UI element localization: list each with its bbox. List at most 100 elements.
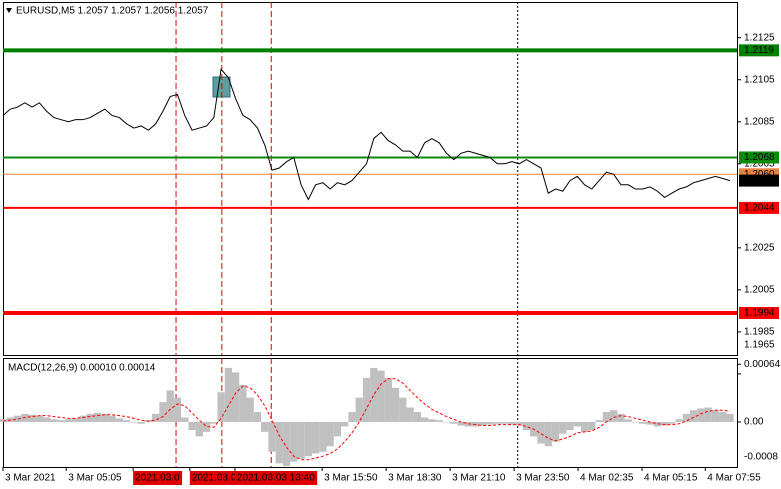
macd-panel-frame: [3, 358, 738, 468]
macd-bar: [195, 421, 203, 437]
macd-bar: [224, 367, 233, 422]
macd-bar: [50, 419, 58, 422]
macd-bar: [486, 421, 494, 425]
y-tick-label: 1.2065: [744, 158, 775, 169]
macd-bar: [202, 421, 211, 432]
macd-bar: [217, 392, 225, 422]
level-label: 1.2119: [744, 45, 774, 56]
y-tick-label: 1.2085: [744, 116, 775, 127]
macd-bar: [232, 372, 240, 422]
macd-bar: [719, 412, 727, 422]
macd-bar: [391, 387, 400, 422]
x-tick-highlight: [189, 471, 245, 485]
macd-bar: [646, 421, 654, 425]
main-panel-frame: [3, 2, 738, 356]
macd-bar: [631, 421, 640, 423]
macd-bar: [210, 421, 218, 424]
macd-bar: [522, 421, 531, 431]
macd-bar: [290, 421, 298, 462]
level-label: 1.2060: [744, 169, 775, 180]
menu-triangle: [6, 8, 12, 13]
macd-bar: [508, 421, 516, 425]
macd-bar: [115, 418, 123, 422]
macd-bar: [493, 421, 501, 424]
x-tick-highlight: [133, 471, 183, 485]
x-tick-label: 2021.03.03: [192, 473, 242, 484]
y-tick-label: 0.00: [744, 417, 764, 428]
macd-bar: [515, 421, 523, 426]
last-price-box: [739, 174, 779, 187]
level-label: 1.2044: [744, 203, 775, 214]
macd-bar: [653, 421, 661, 427]
macd-bar: [704, 407, 712, 422]
macd-bar: [377, 370, 385, 422]
macd-bar: [682, 413, 691, 422]
y-tick-label: 1.2105: [744, 74, 775, 85]
y-tick-label: 0.00064: [744, 359, 781, 370]
macd-bar: [348, 412, 356, 422]
level-label-box: [739, 151, 779, 164]
macd-bar: [690, 410, 698, 422]
macd-bar: [624, 419, 632, 422]
x-tick-label: 3 Mar 2021: [5, 473, 56, 484]
macd-bar: [72, 418, 80, 422]
macd-bar: [188, 421, 196, 431]
level-label-box: [739, 44, 779, 57]
y-tick-label: 1.1965: [744, 340, 775, 351]
macd-bar: [551, 421, 560, 442]
macd-bar: [326, 421, 334, 447]
x-tick-label: 3 Mar 21:10: [452, 473, 506, 484]
macd-bar: [355, 397, 363, 422]
macd-bar: [64, 419, 73, 422]
macd-bar: [122, 420, 131, 422]
macd-bar: [588, 421, 596, 431]
macd-bar: [595, 420, 603, 422]
macd-bar: [617, 413, 625, 422]
macd-bar: [319, 421, 327, 452]
macd-bar: [93, 412, 102, 422]
signal-line: [2, 378, 731, 461]
chart-title: EURUSD,M5 1.2057 1.2057 1.2056 1.2057: [16, 6, 209, 17]
macd-bar: [181, 417, 189, 422]
macd-bar: [57, 420, 65, 422]
macd-bar: [130, 421, 138, 423]
macd-bar: [675, 419, 683, 422]
macd-bar: [580, 421, 589, 432]
macd-bar: [370, 367, 378, 422]
level-label-box: [739, 201, 779, 214]
y-tick-label: 1.2005: [744, 285, 775, 296]
x-tick-label: 4 Mar 02:35: [580, 473, 634, 484]
macd-bar: [602, 412, 611, 422]
macd-bar: [253, 412, 262, 422]
y-tick-label: 1.2125: [744, 32, 775, 43]
macd-bar: [268, 421, 276, 452]
macd-bar: [173, 397, 182, 422]
macd-bar: [101, 413, 109, 422]
macd-bar: [297, 421, 305, 459]
y-tick-label: 1.1985: [744, 327, 775, 338]
macd-bar: [13, 415, 22, 422]
macd-bar: [450, 421, 458, 424]
y-tick-label: -0.0008: [744, 452, 778, 463]
macd-bar: [341, 421, 349, 427]
level-label: 1.2068: [744, 152, 775, 163]
macd-bar: [42, 417, 51, 422]
last-price-label: 1.2057: [744, 175, 775, 186]
x-tick-highlight: [234, 471, 318, 485]
macd-bar: [544, 421, 552, 447]
macd-bar: [282, 421, 291, 467]
macd-bar: [311, 421, 320, 454]
macd-bar: [166, 390, 174, 422]
x-tick-label: 4 Mar 07:55: [707, 473, 761, 484]
macd-bar: [559, 421, 567, 434]
macd-bar: [108, 415, 116, 422]
x-tick-label: 3 Mar 23:50: [516, 473, 570, 484]
macd-bar: [639, 421, 647, 424]
macd-bar: [428, 419, 436, 422]
macd-bar: [246, 397, 254, 422]
x-tick-label: 2021.03.0: [135, 473, 180, 484]
macd-bar: [399, 397, 407, 422]
macd-bar: [610, 410, 618, 422]
x-tick-label: 2021.03.03 13:40: [237, 473, 315, 484]
